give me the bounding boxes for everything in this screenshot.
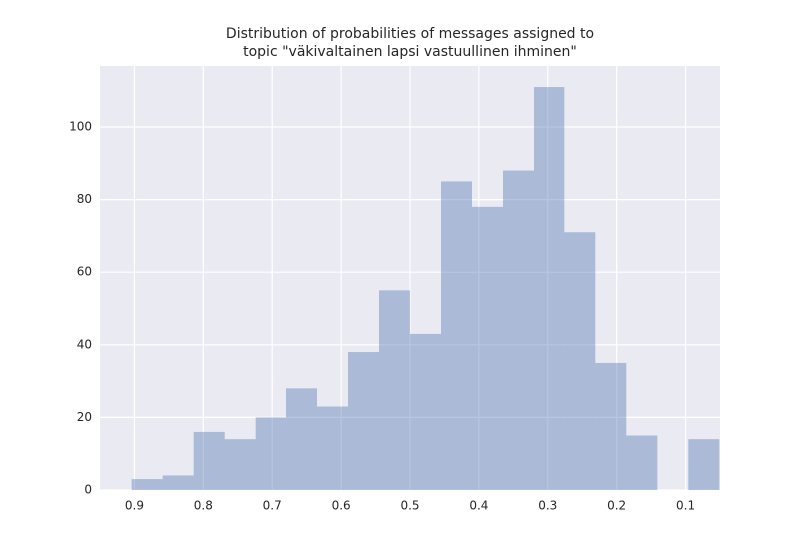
y-tick-label: 100 bbox=[69, 119, 92, 133]
bar bbox=[441, 181, 472, 490]
bar bbox=[472, 206, 503, 491]
bar bbox=[224, 439, 256, 490]
x-tick-label: 0.8 bbox=[194, 499, 213, 513]
bar bbox=[162, 475, 194, 490]
bar bbox=[255, 417, 286, 490]
bar bbox=[317, 406, 348, 490]
y-tick-label: 80 bbox=[77, 192, 92, 206]
x-tick-label: 0.5 bbox=[400, 499, 419, 513]
bar bbox=[131, 479, 163, 490]
bar bbox=[564, 232, 596, 491]
bar bbox=[348, 352, 379, 490]
x-tick-label: 0.7 bbox=[263, 499, 282, 513]
bar bbox=[534, 87, 565, 490]
x-tick-label: 0.9 bbox=[125, 499, 144, 513]
y-tick-label: 60 bbox=[77, 265, 92, 279]
bar bbox=[688, 439, 720, 490]
x-tick-label: 0.6 bbox=[332, 499, 351, 513]
bar bbox=[626, 435, 658, 490]
x-tick-label: 0.4 bbox=[469, 499, 488, 513]
chart-title: topic "väkivaltainen lapsi vastuullinen … bbox=[243, 44, 577, 60]
x-tick-label: 0.3 bbox=[538, 499, 557, 513]
y-tick-label: 40 bbox=[77, 337, 92, 351]
bar bbox=[595, 362, 627, 490]
bar bbox=[379, 290, 410, 490]
x-tick-label: 0.1 bbox=[676, 499, 695, 513]
y-tick-label: 0 bbox=[84, 483, 92, 497]
y-tick-label: 20 bbox=[77, 410, 92, 424]
chart-title: Distribution of probabilities of message… bbox=[226, 26, 594, 42]
bar bbox=[286, 388, 317, 490]
bar bbox=[410, 333, 441, 490]
bar bbox=[193, 431, 225, 490]
bar bbox=[503, 170, 534, 490]
x-tick-label: 0.2 bbox=[607, 499, 626, 513]
